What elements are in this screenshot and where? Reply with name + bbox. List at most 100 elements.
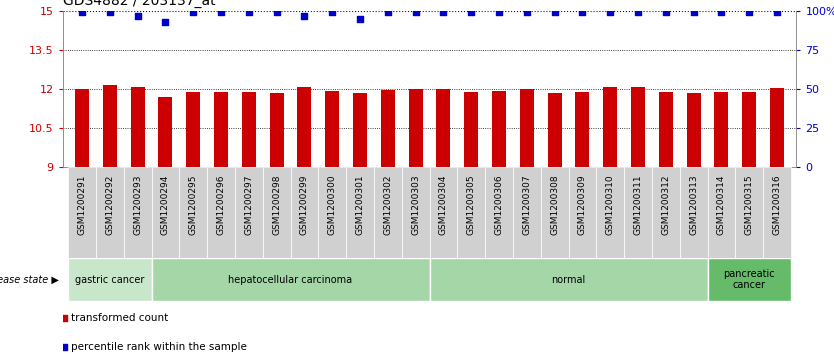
Text: GSM1200293: GSM1200293 [133,174,142,235]
Bar [569,167,596,258]
Bar [152,167,179,258]
Bar [742,91,756,167]
Point [659,9,672,15]
Bar [492,91,506,167]
Bar [269,93,284,167]
Bar [186,91,200,167]
Text: gastric cancer: gastric cancer [75,274,144,285]
Bar [96,167,123,258]
Text: GSM1200300: GSM1200300 [328,174,337,235]
Point [187,9,200,15]
Bar [103,85,117,167]
Text: hepatocellular carcinoma: hepatocellular carcinoma [229,274,353,285]
Bar [68,167,96,258]
Text: transformed count: transformed count [71,313,168,323]
Text: GSM1200310: GSM1200310 [605,174,615,235]
Bar [409,89,423,167]
Bar [485,167,513,258]
Bar [513,167,540,258]
Point [270,9,284,15]
Bar [596,167,624,258]
Bar [659,91,673,167]
Text: GSM1200312: GSM1200312 [661,174,671,235]
Bar [707,167,736,258]
Bar [346,167,374,258]
Bar [430,167,457,258]
Point [687,9,701,15]
Bar [319,167,346,258]
Text: GDS4882 / 203137_at: GDS4882 / 203137_at [63,0,215,8]
Text: GSM1200294: GSM1200294 [161,174,170,234]
Bar [575,91,590,167]
Point [75,9,88,15]
Text: GSM1200313: GSM1200313 [689,174,698,235]
Text: GSM1200315: GSM1200315 [745,174,754,235]
Point [325,9,339,15]
Bar [457,167,485,258]
Bar [686,93,701,167]
Bar [179,167,207,258]
Bar [353,93,367,167]
Bar [715,91,728,167]
Point [548,9,561,15]
Point [131,13,144,19]
Point [742,9,756,15]
Bar [263,167,290,258]
Point [242,9,255,15]
Text: GSM1200305: GSM1200305 [467,174,475,235]
Bar [158,97,173,167]
Bar [298,87,311,167]
Point [604,9,617,15]
Text: GSM1200298: GSM1200298 [272,174,281,235]
Bar [381,90,394,167]
Bar [631,87,645,167]
Bar [736,167,763,258]
Bar [540,167,569,258]
Bar [436,89,450,167]
Point [492,9,505,15]
Text: GSM1200299: GSM1200299 [300,174,309,235]
Bar [548,93,561,167]
Text: GSM1200297: GSM1200297 [244,174,254,235]
Text: GSM1200314: GSM1200314 [717,174,726,235]
Text: GSM1200306: GSM1200306 [495,174,504,235]
Bar [520,89,534,167]
Text: disease state ▶: disease state ▶ [0,274,58,285]
Bar [652,167,680,258]
Text: pancreatic
cancer: pancreatic cancer [723,269,775,290]
Text: GSM1200307: GSM1200307 [522,174,531,235]
Bar [325,91,339,167]
Bar [465,92,478,167]
Point [256,211,269,217]
Text: GSM1200308: GSM1200308 [550,174,559,235]
Point [465,9,478,15]
Text: GSM1200292: GSM1200292 [105,174,114,234]
Bar [131,87,144,167]
Point [103,9,117,15]
Bar [235,167,263,258]
Text: GSM1200316: GSM1200316 [772,174,781,235]
Point [158,19,172,25]
Bar [707,258,791,301]
Bar [680,167,707,258]
Text: GSM1200301: GSM1200301 [355,174,364,235]
Bar [68,258,152,301]
Bar [207,167,235,258]
Bar [430,258,707,301]
Point [354,16,367,21]
Bar [763,167,791,258]
Point [381,9,394,15]
Point [409,9,422,15]
Bar [402,167,430,258]
Text: GSM1200304: GSM1200304 [439,174,448,235]
Bar [603,87,617,167]
Bar [374,167,402,258]
Text: percentile rank within the sample: percentile rank within the sample [71,342,247,352]
Point [715,9,728,15]
Text: GSM1200303: GSM1200303 [411,174,420,235]
Bar [242,91,256,167]
Bar [123,167,152,258]
Bar [624,167,652,258]
Bar [290,167,319,258]
Bar [75,89,89,167]
